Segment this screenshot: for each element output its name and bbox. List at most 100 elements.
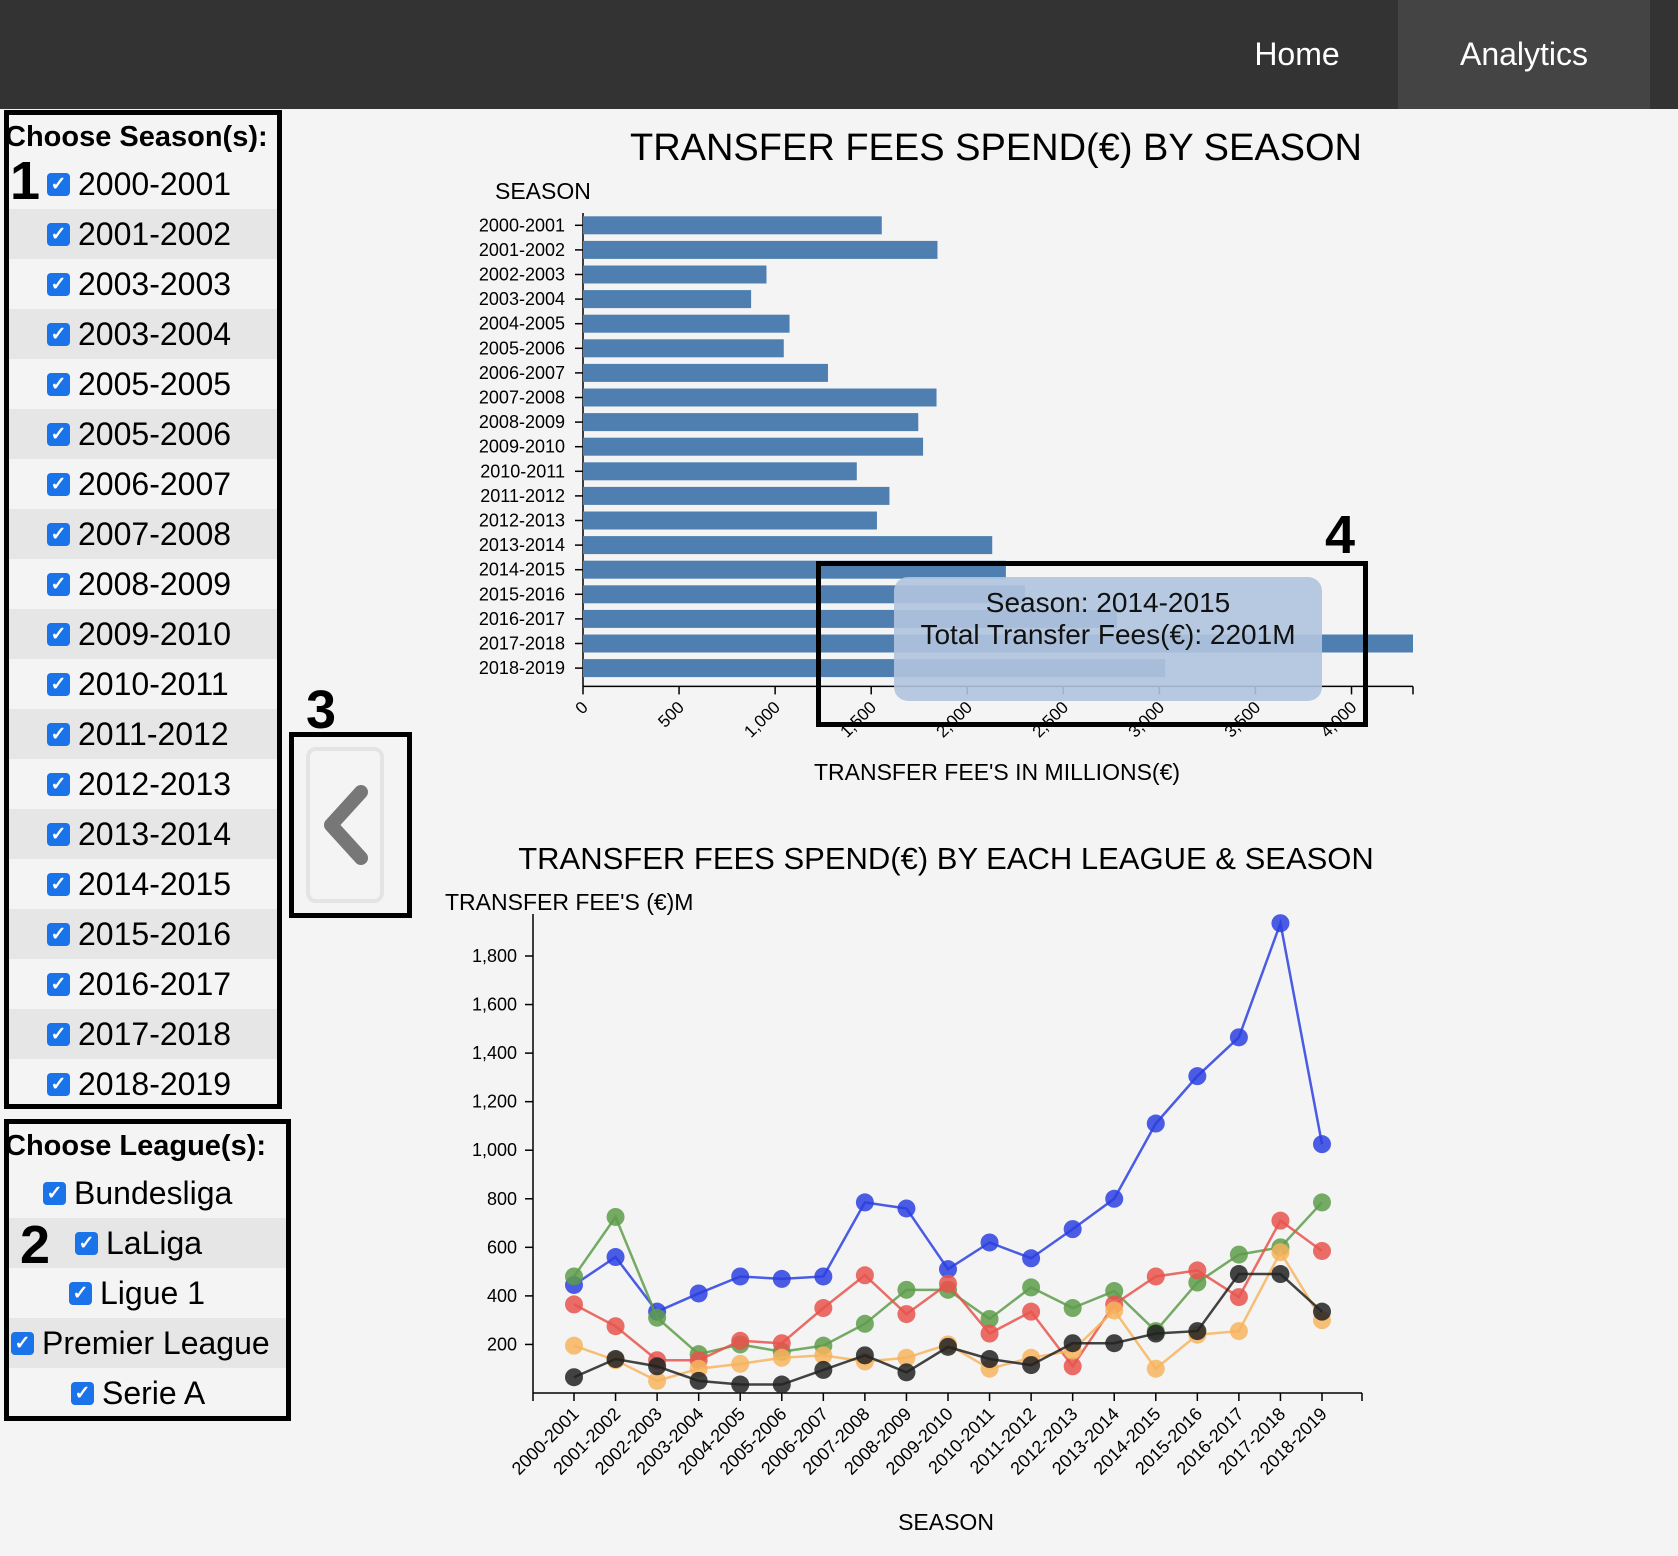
- season-option-row[interactable]: ✓ 2003-2004: [9, 309, 277, 359]
- season-option-row[interactable]: ✓ 2007-2008: [9, 509, 277, 559]
- league-checkbox[interactable]: ✓: [71, 1381, 94, 1405]
- line-series-point[interactable]: [1229, 1322, 1248, 1341]
- season-checkbox[interactable]: ✓: [47, 1022, 70, 1046]
- bar-chart-bar[interactable]: [583, 536, 993, 555]
- bar-chart-bar[interactable]: [583, 265, 767, 284]
- line-series-point[interactable]: [1105, 1334, 1124, 1353]
- line-series-point[interactable]: [1271, 1265, 1290, 1284]
- season-checkbox[interactable]: ✓: [47, 422, 70, 446]
- season-checkbox[interactable]: ✓: [47, 522, 70, 546]
- season-checkbox[interactable]: ✓: [47, 172, 70, 196]
- line-series-point[interactable]: [565, 1295, 583, 1314]
- bar-chart-bar[interactable]: [583, 339, 784, 358]
- line-series-point[interactable]: [1063, 1299, 1082, 1318]
- line-series-point[interactable]: [1022, 1249, 1041, 1268]
- league-option-row[interactable]: ✓ Premier League: [9, 1318, 286, 1368]
- season-checkbox[interactable]: ✓: [47, 722, 70, 746]
- season-checkbox[interactable]: ✓: [47, 572, 70, 596]
- line-series-point[interactable]: [855, 1193, 874, 1212]
- line-series-point[interactable]: [897, 1199, 916, 1218]
- line-series-point[interactable]: [897, 1280, 916, 1299]
- line-series-point[interactable]: [897, 1305, 916, 1324]
- season-option-row[interactable]: ✓ 2016-2017: [9, 959, 277, 1009]
- line-series-point[interactable]: [939, 1274, 957, 1293]
- line-series-point[interactable]: [1229, 1245, 1248, 1264]
- season-checkbox[interactable]: ✓: [47, 772, 70, 796]
- league-checkbox[interactable]: ✓: [11, 1331, 34, 1355]
- season-checkbox[interactable]: ✓: [47, 672, 70, 696]
- season-option-row[interactable]: ✓ 2014-2015: [9, 859, 277, 909]
- line-series-point[interactable]: [1105, 1282, 1124, 1301]
- bar-chart-bar[interactable]: [583, 486, 890, 505]
- season-option-row[interactable]: ✓ 2003-2003: [9, 259, 277, 309]
- line-series-point[interactable]: [814, 1299, 833, 1318]
- season-checkbox[interactable]: ✓: [47, 1072, 70, 1096]
- line-series-point[interactable]: [814, 1267, 833, 1286]
- line-series-point[interactable]: [1229, 1028, 1248, 1047]
- season-option-row[interactable]: ✓ 2009-2010: [9, 609, 277, 659]
- line-series-point[interactable]: [1105, 1189, 1124, 1208]
- league-option-row[interactable]: ✓ LaLiga: [9, 1218, 286, 1268]
- bar-chart-bar[interactable]: [583, 413, 919, 432]
- league-checkbox[interactable]: ✓: [75, 1231, 98, 1255]
- line-series-point[interactable]: [606, 1207, 625, 1226]
- season-option-row[interactable]: ✓ 2008-2009: [9, 559, 277, 609]
- line-series-point[interactable]: [1313, 1135, 1331, 1154]
- line-series-point[interactable]: [897, 1363, 916, 1382]
- season-option-row[interactable]: ✓ 2018-2019: [9, 1059, 277, 1109]
- line-series-point[interactable]: [648, 1308, 667, 1327]
- line-series-point[interactable]: [731, 1331, 750, 1350]
- line-series-point[interactable]: [565, 1336, 583, 1355]
- season-option-row[interactable]: ✓ 2005-2005: [9, 359, 277, 409]
- season-option-row[interactable]: ✓ 2006-2007: [9, 459, 277, 509]
- line-series-point[interactable]: [855, 1346, 874, 1365]
- line-series-point[interactable]: [897, 1348, 916, 1367]
- line-series-point[interactable]: [772, 1375, 791, 1394]
- league-checkbox[interactable]: ✓: [69, 1281, 92, 1305]
- line-series-point[interactable]: [689, 1284, 708, 1303]
- season-option-row[interactable]: ✓ 2012-2013: [9, 759, 277, 809]
- season-option-row[interactable]: ✓ 2001-2002: [9, 209, 277, 259]
- line-series-point[interactable]: [606, 1350, 625, 1369]
- league-option-row[interactable]: ✓ Bundesliga: [9, 1168, 286, 1218]
- league-checkbox[interactable]: ✓: [43, 1181, 66, 1205]
- season-checkbox[interactable]: ✓: [47, 372, 70, 396]
- line-series-point[interactable]: [772, 1334, 791, 1353]
- bar-chart-bar[interactable]: [583, 462, 857, 481]
- line-series-point[interactable]: [1105, 1301, 1124, 1320]
- line-series-point[interactable]: [772, 1348, 791, 1367]
- season-checkbox[interactable]: ✓: [47, 272, 70, 296]
- bar-chart-bar[interactable]: [583, 240, 938, 259]
- bar-chart-bar[interactable]: [583, 437, 924, 456]
- line-series-point[interactable]: [855, 1314, 874, 1333]
- line-series-point[interactable]: [939, 1337, 957, 1356]
- line-series-point[interactable]: [1022, 1278, 1041, 1297]
- line-series-point[interactable]: [1313, 1302, 1331, 1321]
- line-series-point[interactable]: [731, 1267, 750, 1286]
- line-series-point[interactable]: [939, 1260, 957, 1279]
- season-checkbox[interactable]: ✓: [47, 922, 70, 946]
- line-series-point[interactable]: [980, 1350, 999, 1369]
- line-series-point[interactable]: [1313, 1193, 1331, 1212]
- line-series-point[interactable]: [648, 1371, 667, 1390]
- line-series-point[interactable]: [648, 1357, 667, 1376]
- line-series-point[interactable]: [1271, 1211, 1290, 1230]
- line-series-point[interactable]: [1146, 1267, 1165, 1286]
- line-series-point[interactable]: [1022, 1356, 1041, 1375]
- bar-chart-bar[interactable]: [583, 290, 752, 309]
- season-checkbox[interactable]: ✓: [47, 872, 70, 896]
- season-checkbox[interactable]: ✓: [47, 222, 70, 246]
- season-checkbox[interactable]: ✓: [47, 472, 70, 496]
- nav-analytics-link[interactable]: Analytics: [1398, 0, 1650, 109]
- line-series-point[interactable]: [731, 1354, 750, 1373]
- line-series-point[interactable]: [1022, 1302, 1041, 1321]
- line-series-point[interactable]: [1271, 1243, 1290, 1262]
- bar-chart-bar[interactable]: [583, 363, 828, 382]
- league-option-row[interactable]: ✓ Serie A: [9, 1368, 286, 1418]
- line-series-point[interactable]: [606, 1317, 625, 1336]
- line-series-point[interactable]: [565, 1267, 583, 1286]
- line-series-point[interactable]: [1313, 1241, 1331, 1260]
- line-series-point[interactable]: [731, 1375, 750, 1394]
- line-series-point[interactable]: [1229, 1288, 1248, 1307]
- line-series-point[interactable]: [855, 1266, 874, 1285]
